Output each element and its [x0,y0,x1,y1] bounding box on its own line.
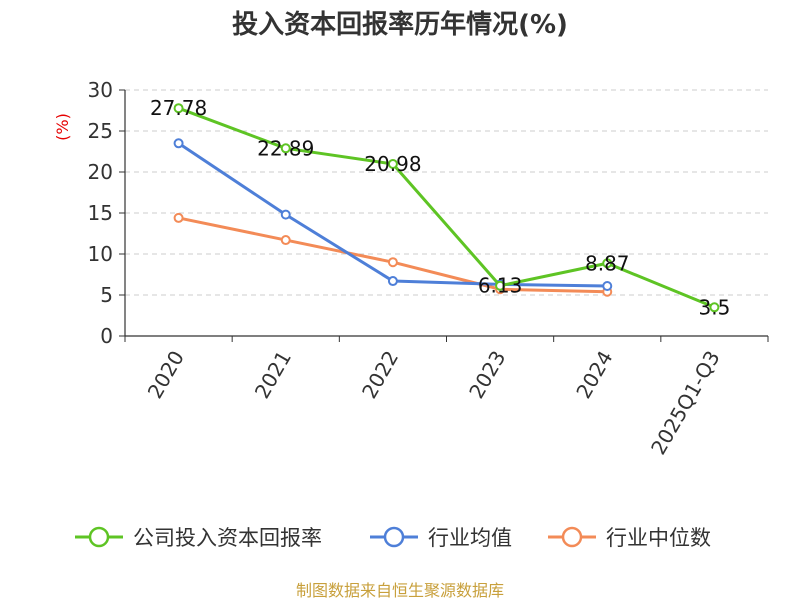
data-label: 3.5 [699,295,731,319]
legend-swatch-marker [383,526,405,548]
y-tick-label: 30 [88,78,113,102]
data-point[interactable] [173,138,184,149]
data-label: 20.98 [364,152,421,176]
data-label: 6.13 [478,274,523,298]
y-tick-label: 5 [100,283,113,307]
data-point[interactable] [387,158,398,169]
series-line [178,106,715,309]
data-point[interactable] [387,257,398,268]
source-note: 制图数据来自恒生聚源数据库 [296,581,504,600]
data-point[interactable] [709,302,720,313]
y-tick-label: 0 [100,324,113,348]
data-point[interactable] [387,276,398,287]
data-label: 27.78 [150,96,207,120]
legend-swatch-marker [561,526,583,548]
x-tick-label: 2025Q1-Q3 [646,347,725,459]
y-tick-label: 20 [88,160,113,184]
legend-swatch-marker [88,526,110,548]
data-label: 22.89 [257,136,314,160]
data-point[interactable] [602,280,613,291]
x-tick-label: 2020 [143,347,189,403]
y-axis-label: (%) [53,113,72,141]
legend-item[interactable]: 行业均值 [370,526,512,550]
y-tick-label: 10 [88,242,113,266]
x-tick-label: 2024 [571,347,617,403]
legend-item[interactable]: 公司投入资本回报率 [75,526,322,550]
legend-label: 公司投入资本回报率 [133,526,322,550]
x-tick-label: 2022 [357,347,403,403]
data-point[interactable] [280,235,291,246]
legend-label: 行业中位数 [606,526,711,550]
legend[interactable]: 公司投入资本回报率 行业均值 行业中位数 [75,526,711,550]
data-label: 8.87 [585,251,630,275]
legend-label: 行业均值 [428,526,512,550]
data-point[interactable] [602,258,613,269]
y-tick-label: 25 [88,119,113,143]
data-point[interactable] [173,103,184,114]
data-labels: 27.78 22.89 20.98 6.13 8.87 3.5 [150,96,730,319]
legend-item[interactable]: 行业中位数 [548,526,711,550]
axes: 0 5 10 15 20 25 30 2020 2021 2022 2023 2024 2025Q1-Q… [88,78,769,459]
y-tick-label: 15 [88,201,113,225]
x-tick-label: 2021 [250,347,296,403]
data-point[interactable] [173,212,184,223]
grid-lines [125,89,768,296]
series-lines [173,103,720,313]
data-point[interactable] [495,280,506,291]
x-tick-label: 2023 [464,347,510,403]
data-point[interactable] [280,209,291,220]
data-point[interactable] [280,143,291,154]
chart-title: 投入资本回报率历年情况(%) [232,9,568,40]
